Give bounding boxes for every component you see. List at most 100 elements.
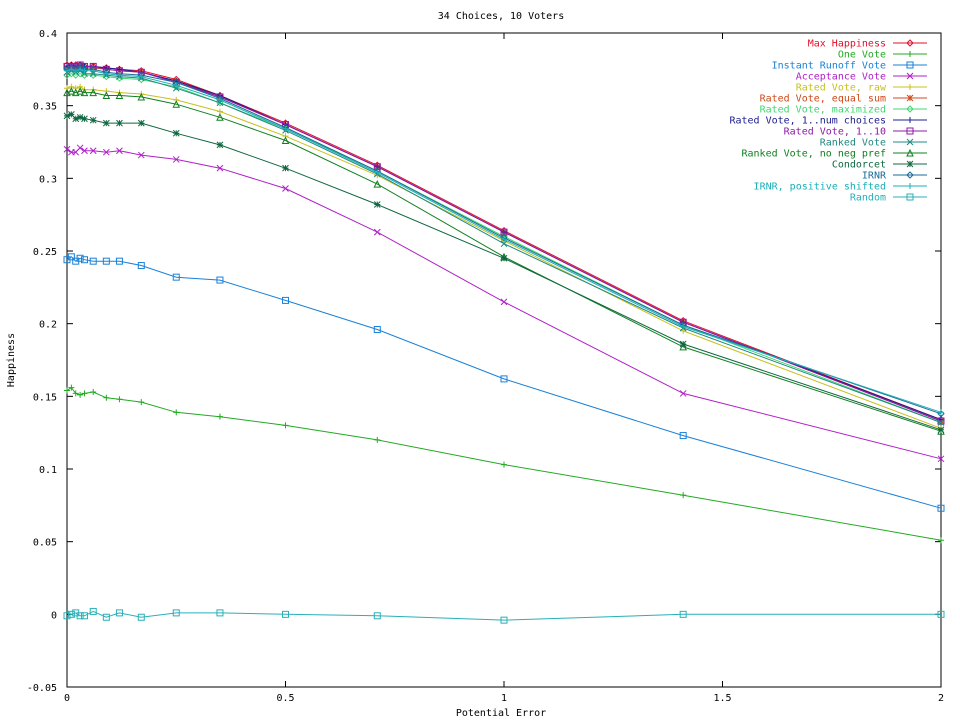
series-line xyxy=(66,147,942,460)
data-point xyxy=(102,257,110,265)
data-point xyxy=(137,119,145,127)
data-point xyxy=(937,504,945,512)
data-point xyxy=(77,66,84,73)
data-point xyxy=(102,119,110,127)
data-point xyxy=(907,51,913,57)
data-point xyxy=(501,461,507,468)
data-point xyxy=(63,612,71,620)
y-tick-label: 0 xyxy=(51,610,57,621)
series-line xyxy=(66,386,942,541)
data-point xyxy=(172,609,180,617)
data-point xyxy=(500,616,508,624)
y-tick-label: 0.4 xyxy=(39,29,57,40)
data-point xyxy=(906,39,914,47)
data-point xyxy=(103,394,110,401)
series-layer xyxy=(63,61,945,624)
series-instant-runoff-vote xyxy=(63,253,945,512)
legend-label: IRNR xyxy=(862,171,887,182)
y-tick-label: 0.25 xyxy=(33,247,57,258)
series-line xyxy=(66,256,942,509)
x-tick-label: 0 xyxy=(64,693,70,704)
x-tick-label: 0.5 xyxy=(276,693,294,704)
data-point xyxy=(937,426,945,434)
data-point xyxy=(81,67,88,74)
data-point xyxy=(282,185,289,192)
data-point xyxy=(115,91,124,99)
data-point xyxy=(76,144,84,152)
data-point xyxy=(172,129,180,137)
series-line xyxy=(66,610,941,621)
y-tick-label: -0.05 xyxy=(27,683,57,694)
data-point xyxy=(76,254,84,262)
data-point xyxy=(172,156,180,163)
data-point xyxy=(72,67,79,74)
data-point xyxy=(937,610,945,618)
data-point xyxy=(938,409,944,416)
data-point xyxy=(89,116,97,124)
data-point xyxy=(138,73,145,80)
data-point xyxy=(937,419,945,426)
data-point xyxy=(90,388,97,395)
data-point xyxy=(76,113,84,121)
data-point xyxy=(116,147,123,155)
data-point xyxy=(937,455,945,463)
data-point xyxy=(115,257,123,265)
legend-label: Rated Vote, equal sum xyxy=(760,94,886,105)
data-point xyxy=(63,145,71,153)
data-point xyxy=(80,612,88,620)
data-point xyxy=(103,70,110,77)
data-point xyxy=(282,125,289,132)
data-point xyxy=(906,193,914,201)
series-line xyxy=(66,70,942,423)
data-point xyxy=(90,67,97,74)
data-point xyxy=(102,91,111,99)
data-point xyxy=(373,228,381,236)
data-point xyxy=(216,141,224,149)
data-point xyxy=(72,390,79,397)
legend-label: Rated Vote, maximized xyxy=(760,105,886,116)
y-tick-label: 0.1 xyxy=(39,465,57,476)
data-point xyxy=(282,296,289,304)
series-irnr-positive-shifted xyxy=(64,66,944,416)
data-point xyxy=(373,201,381,208)
data-point xyxy=(680,492,687,499)
data-point xyxy=(282,164,289,172)
data-point xyxy=(63,112,71,120)
data-point xyxy=(81,147,88,155)
data-point xyxy=(906,105,914,113)
legend-label: Instant Runoff Vote xyxy=(772,61,886,72)
data-point xyxy=(64,387,70,394)
x-axis-label: Potential Error xyxy=(456,708,546,719)
data-point xyxy=(216,413,223,420)
legend-label: Rated Vote, 1..10 xyxy=(784,127,886,138)
data-point xyxy=(102,613,110,621)
y-tick-label: 0.05 xyxy=(33,538,57,549)
data-point xyxy=(173,409,180,416)
series-line xyxy=(66,68,942,413)
data-point xyxy=(500,298,508,306)
data-point xyxy=(938,537,944,544)
data-point xyxy=(281,136,290,145)
series-line xyxy=(67,67,942,415)
data-point xyxy=(172,100,181,108)
data-point xyxy=(679,390,687,397)
data-point xyxy=(68,66,75,73)
data-point xyxy=(906,94,914,102)
data-point xyxy=(76,87,84,95)
data-point xyxy=(907,117,913,123)
data-point xyxy=(138,399,145,406)
data-point xyxy=(116,72,123,79)
data-point xyxy=(89,257,97,265)
data-point xyxy=(89,607,97,615)
data-point xyxy=(116,396,123,403)
data-point xyxy=(172,273,180,281)
data-point xyxy=(67,253,75,261)
data-point xyxy=(137,92,146,101)
y-tick-label: 0.2 xyxy=(39,320,57,331)
legend-label: Rated Vote, 1..num choices xyxy=(729,116,886,127)
data-point xyxy=(67,87,76,95)
data-point xyxy=(89,147,97,155)
data-point xyxy=(679,342,687,351)
data-point xyxy=(216,609,224,617)
